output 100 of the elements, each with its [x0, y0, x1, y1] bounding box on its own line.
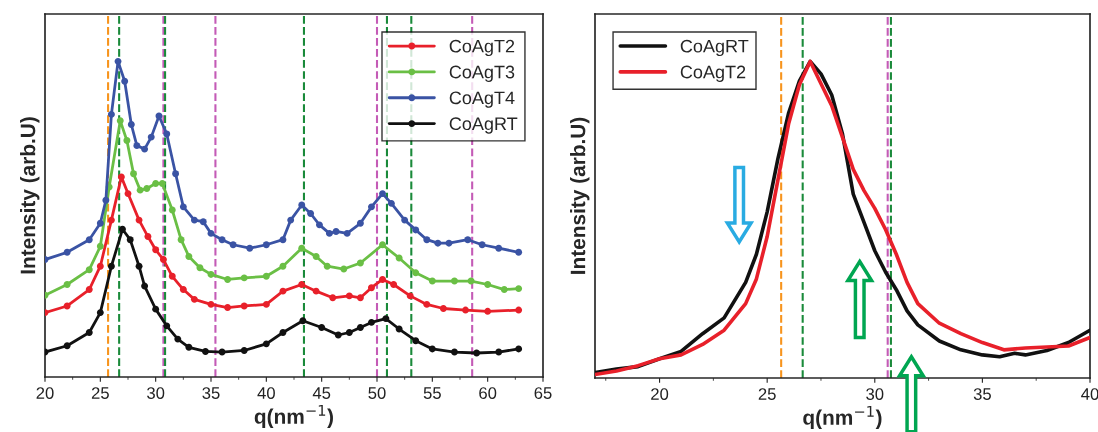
- point: [85, 236, 93, 244]
- point: [107, 110, 115, 118]
- point: [127, 121, 135, 128]
- point: [199, 218, 207, 226]
- point: [114, 57, 122, 65]
- point: [262, 300, 270, 308]
- point: [207, 229, 215, 237]
- x-tick-label: 40: [257, 387, 275, 399]
- point: [401, 216, 409, 224]
- point: [343, 229, 351, 237]
- point: [172, 170, 180, 178]
- point: [190, 216, 198, 224]
- point: [163, 130, 171, 138]
- point: [387, 199, 395, 207]
- point: [315, 221, 323, 229]
- point: [124, 190, 132, 198]
- point: [356, 323, 364, 331]
- point: [179, 203, 187, 211]
- point: [158, 180, 166, 187]
- point: [307, 210, 315, 217]
- point: [143, 185, 151, 193]
- point: [515, 306, 523, 314]
- point: [96, 219, 104, 227]
- point: [240, 274, 248, 282]
- point: [262, 241, 270, 249]
- point: [246, 244, 254, 252]
- x-tick-label: 45: [312, 387, 331, 399]
- point: [102, 196, 110, 204]
- point: [428, 345, 436, 353]
- x-tick-label: 55: [423, 387, 441, 399]
- point: [163, 322, 171, 330]
- point: [141, 145, 149, 153]
- point: [218, 236, 226, 244]
- x-tick-label: 35: [973, 388, 991, 400]
- x-tick-label: 25: [758, 388, 776, 400]
- point: [168, 206, 176, 214]
- point: [318, 323, 326, 331]
- point: [412, 337, 420, 345]
- point: [484, 307, 492, 315]
- point: [63, 248, 71, 256]
- point: [133, 142, 141, 150]
- point: [345, 329, 353, 336]
- point: [382, 315, 390, 323]
- point: [298, 281, 306, 288]
- point: [515, 248, 523, 256]
- point: [515, 345, 523, 353]
- point: [356, 219, 364, 227]
- point: [279, 236, 287, 244]
- point: [224, 275, 232, 283]
- point: [495, 244, 503, 252]
- point: [141, 282, 149, 290]
- point: [462, 306, 470, 314]
- point: [190, 295, 198, 303]
- point: [207, 270, 215, 278]
- point: [379, 241, 387, 249]
- point: [177, 236, 185, 244]
- point: [123, 137, 131, 145]
- point: [390, 281, 398, 288]
- point: [117, 173, 125, 181]
- legend-label: CoAgRT: [449, 117, 518, 134]
- point: [159, 256, 167, 264]
- point: [179, 286, 187, 294]
- point: [135, 262, 143, 270]
- point: [152, 180, 160, 187]
- point: [367, 203, 375, 211]
- point: [174, 335, 182, 343]
- point: [126, 236, 134, 244]
- point: [144, 233, 152, 241]
- point: [118, 225, 126, 233]
- legend-label: CoAgT2: [449, 39, 515, 57]
- point: [229, 241, 237, 249]
- x-tick-label: 60: [479, 387, 497, 399]
- point: [85, 329, 93, 336]
- point: [445, 239, 453, 247]
- point: [473, 349, 481, 357]
- point: [299, 317, 307, 325]
- point: [345, 292, 353, 300]
- point: [450, 277, 458, 285]
- x-tick-label: 20: [651, 388, 669, 400]
- point: [406, 292, 414, 300]
- x-tick-label: 50: [368, 387, 386, 399]
- legend-label: CoAgT2: [680, 65, 746, 82]
- point: [185, 343, 193, 351]
- y-axis-title: Intensity (arb.U): [570, 117, 590, 274]
- y-axis-title: Intensity (arb.U): [20, 117, 40, 274]
- x-tick-label: 20: [36, 387, 54, 399]
- point: [196, 264, 204, 272]
- point: [332, 228, 340, 235]
- point: [96, 309, 104, 317]
- point: [152, 246, 160, 254]
- point: [136, 186, 144, 194]
- point: [96, 262, 104, 270]
- x-axis-title: q(nm$^{−1}$): [803, 406, 882, 429]
- point: [240, 347, 248, 354]
- point: [367, 284, 375, 292]
- point: [116, 117, 124, 125]
- point: [63, 342, 71, 350]
- point: [312, 287, 320, 295]
- point: [298, 244, 306, 252]
- legend-label: CoAgRT: [680, 39, 749, 57]
